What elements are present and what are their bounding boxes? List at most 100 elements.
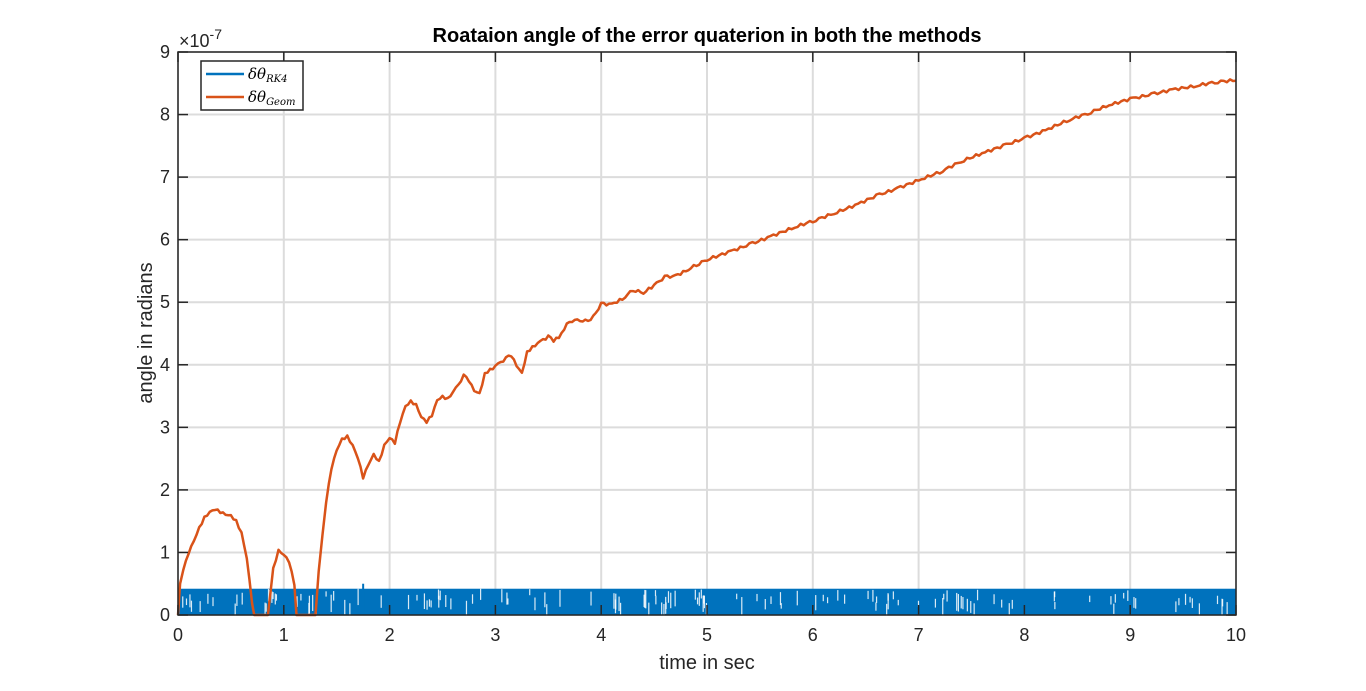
series-rk4-gap [780,603,782,609]
series-rk4-gap [897,599,899,606]
series-layer [176,78,1237,622]
series-rk4-gap [741,597,743,615]
series-rk4-gap [534,597,536,611]
y-tick-label: 5 [160,292,170,312]
series-rk4-gap [943,593,945,600]
series-rk4-gap [966,598,968,612]
x-tick-label: 2 [385,625,395,645]
series-rk4-gap [428,599,431,607]
series-rk4-gap [756,593,758,602]
series-geom-line [176,78,1237,617]
series-rk4-gap [957,594,960,612]
y-axis-exponent-power: -7 [210,26,223,42]
series-rk4-gap [872,589,874,602]
x-tick-label: 3 [490,625,500,645]
series-rk4-gap [736,593,738,600]
series-rk4-gap [185,598,188,606]
series-rk4-gap [644,589,646,608]
series-rk4-gap [274,593,276,605]
series-rk4-gap [654,590,657,597]
series-rk4-gap [507,598,509,605]
series-rk4-gap [333,591,335,601]
y-tick-label: 9 [160,42,170,62]
series-rk4-gap [700,589,702,599]
series-rk4-gap [796,590,798,606]
series-rk4-gap [1191,598,1193,608]
series-rk4-gap [886,603,888,621]
series-rk4-gap [439,590,441,601]
series-rk4-gap [1113,603,1115,614]
series-rk4-gap [1184,593,1187,605]
series-rk4-gap [267,589,270,602]
series-rk4-gap [1008,603,1010,616]
series-rk4-gap [1226,602,1228,618]
series-rk4-gap [182,596,184,608]
series-rk4-gap [1127,590,1129,601]
series-rk4-gap [506,592,508,605]
legend-label-geom-name: δθ [248,88,266,106]
y-tick-label: 3 [160,417,170,437]
series-rk4-gap [559,589,561,607]
series-rk4-gap [917,600,920,608]
series-rk4-gap [667,591,670,603]
series-rk4-gap [264,602,266,616]
x-tick-label: 0 [173,625,183,645]
series-rk4-gap [942,598,944,616]
series-rk4-gap [674,590,676,607]
series-rk4-gap [875,602,877,611]
series-rk4-gap [643,594,645,608]
tick-labels: 0 1 2 3 4 5 6 7 8 9 10 0 1 2 3 4 5 6 7 8 9 [160,42,1246,645]
y-tick-label: 7 [160,167,170,187]
x-tick-label: 5 [702,625,712,645]
series-rk4-gap [407,594,410,610]
series-rk4-gap [357,588,359,606]
series-rk4-gap [887,594,889,610]
series-rk4-gap [271,591,273,603]
series-rk4-gap [1178,598,1180,606]
series-rk4-gap [615,593,617,610]
series-rk4-gap [480,588,482,600]
series-rk4-gap [619,602,622,616]
series-rk4-gap [212,597,214,607]
series-rk4-gap [670,592,672,609]
legend-label-rk4-subscript: RK4 [265,74,287,85]
series-rk4-gap [1221,598,1223,615]
series-rk4-gap [694,589,696,600]
series-rk4-gap [465,600,468,618]
series-rk4-gap [844,594,846,604]
series-rk4-gap [822,594,824,602]
series-rk4-gap [450,598,452,610]
y-tick-label: 4 [160,355,170,375]
series-rk4-gap [272,592,274,600]
series-rk4-gap [275,594,278,601]
series-rk4-gap [970,601,972,613]
series-rk4-gap [445,595,447,608]
series-rk4-gap [1011,599,1013,609]
series-rk4-gap [308,602,310,617]
series-rk4-gap [1089,595,1091,603]
legend-box [200,60,304,111]
series-rk4-gap [300,593,302,601]
series-rk4-gap [546,604,548,621]
legend-label-geom-subscript: Geom [266,97,295,108]
series-rk4-gap [296,596,298,607]
y-axis-exponent: ×10-7 [179,26,222,51]
series-rk4-gap [1114,594,1116,603]
series-rk4-gap [703,595,706,609]
series-rk4-gap [501,589,503,603]
series-rk4-gap [960,595,962,609]
series-rk4-gap [234,603,236,622]
series-rk4-gap [330,594,332,613]
series-rk4-gap [613,593,615,609]
series-rk4-gap [190,600,193,612]
series-rk4-gap [764,599,766,610]
series-rk4-gap [665,602,667,610]
series-rk4-gap [648,602,650,618]
series-rk4-gap [349,603,351,617]
x-tick-label: 8 [1019,625,1029,645]
series-rk4-gap [423,593,426,610]
tick-marks [177,51,1237,616]
series-rk4-gap [265,603,267,612]
series-rk4-gap [189,594,191,608]
series-rk4-gap [770,596,772,604]
